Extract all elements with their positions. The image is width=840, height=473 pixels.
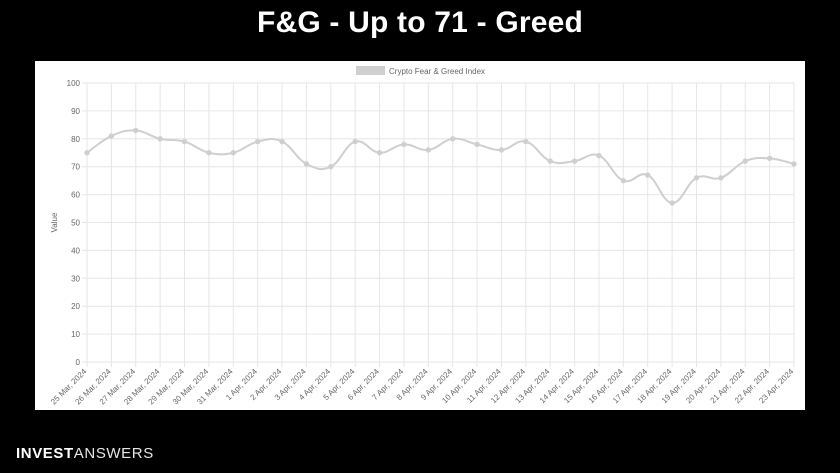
y-tick-label: 80	[71, 135, 80, 144]
data-point[interactable]	[328, 164, 334, 170]
y-tick-label: 90	[71, 107, 80, 116]
y-tick-label: 30	[71, 274, 80, 283]
data-point[interactable]	[596, 152, 602, 159]
data-point[interactable]	[498, 147, 505, 153]
y-tick-labels: 0 10 20 30 40 50 60 70 80 90 100	[67, 79, 81, 367]
data-point[interactable]	[279, 138, 285, 145]
y-tick-label: 10	[71, 330, 80, 339]
data-point[interactable]	[620, 177, 627, 184]
data-point[interactable]	[523, 138, 529, 145]
legend[interactable]: Crypto Fear & Greed Index	[356, 66, 485, 76]
data-point[interactable]	[181, 138, 188, 145]
data-point[interactable]	[303, 161, 310, 167]
brand-part-1: INVEST	[16, 445, 74, 462]
y-tick-label: 70	[71, 163, 80, 172]
data-point[interactable]	[791, 161, 797, 167]
legend-swatch	[356, 66, 385, 75]
legend-label-fear-greed: Crypto Fear & Greed Index	[389, 67, 485, 76]
data-point[interactable]	[84, 150, 90, 156]
y-tick-label: 0	[76, 358, 81, 367]
y-tick-label: 20	[71, 302, 80, 311]
data-point[interactable]	[425, 147, 432, 153]
data-point[interactable]	[474, 141, 480, 148]
slide-title: F&G - Up to 71 - Greed	[256, 6, 584, 39]
y-tick-label: 40	[71, 246, 80, 255]
data-point[interactable]	[669, 200, 675, 206]
y-axis-label: Value	[50, 212, 59, 232]
data-point[interactable]	[718, 175, 724, 181]
data-point[interactable]	[254, 138, 261, 145]
data-points	[84, 127, 797, 206]
y-tick-label: 50	[71, 219, 80, 228]
data-point[interactable]	[376, 150, 383, 156]
data-point[interactable]	[571, 158, 578, 164]
y-tick-label: 100	[67, 79, 81, 88]
investanswers-logo: INVESTANSWERS	[16, 445, 154, 462]
data-point[interactable]	[547, 158, 553, 164]
data-point[interactable]	[742, 158, 748, 164]
data-point[interactable]	[401, 141, 407, 148]
data-point[interactable]	[206, 150, 212, 156]
data-point[interactable]	[645, 172, 651, 178]
data-point[interactable]	[157, 136, 163, 142]
data-point[interactable]	[693, 175, 700, 181]
grid-lines	[82, 82, 795, 367]
data-point[interactable]	[766, 155, 773, 162]
data-point[interactable]	[230, 150, 236, 156]
brand-part-2: ANSWERS	[73, 445, 154, 462]
data-point[interactable]	[449, 136, 456, 142]
data-point[interactable]	[133, 127, 139, 134]
chart-panel: 0 10 20 30 40 50 60 70 80 90 100 25 Mar, 2024 26 Ma…	[35, 61, 805, 410]
y-tick-label: 60	[71, 191, 80, 200]
data-point[interactable]	[352, 138, 358, 145]
data-point[interactable]	[108, 133, 115, 139]
